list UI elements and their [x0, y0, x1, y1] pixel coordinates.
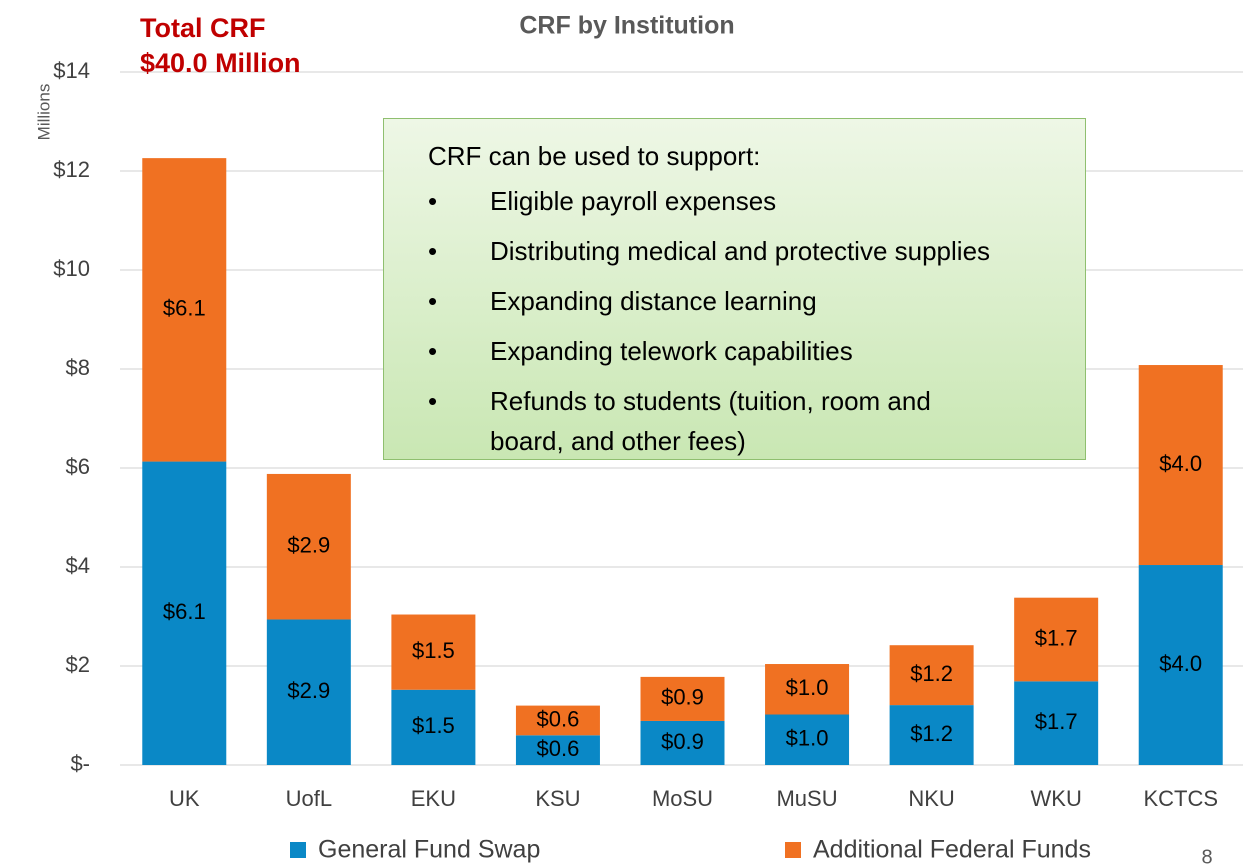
data-label: $2.9	[287, 678, 330, 703]
data-label: $6.1	[163, 296, 206, 321]
data-label: $1.2	[910, 661, 953, 686]
data-label: $0.6	[537, 736, 580, 761]
callout-item: Distributing medical and protective supp…	[428, 231, 1010, 271]
x-tick-label: WKU	[1031, 786, 1082, 811]
bar-segment	[515, 735, 600, 765]
data-label: $6.1	[163, 599, 206, 624]
y-tick-label: $-	[70, 751, 90, 776]
data-label: $1.0	[786, 675, 829, 700]
bar-segment	[765, 714, 850, 765]
data-label: $0.6	[537, 706, 580, 731]
callout-item: Eligible payroll expenses	[428, 181, 1010, 221]
callout-heading: CRF can be used to support:	[428, 141, 761, 171]
callout: CRF can be used to support: Eligible pay…	[383, 118, 1086, 460]
data-label: $1.7	[1035, 625, 1078, 650]
x-tick-label: MuSU	[776, 786, 837, 811]
bar-segment	[889, 705, 974, 765]
bar-segment	[1138, 565, 1223, 765]
headline: Total CRF	[140, 13, 265, 43]
bar-segment	[391, 614, 476, 690]
bar-segment	[266, 473, 351, 620]
y-tick-label: $10	[53, 256, 90, 281]
callout-item: Refunds to students (tuition, room and b…	[428, 381, 1010, 461]
data-label: $0.9	[661, 729, 704, 754]
data-label: $1.2	[910, 721, 953, 746]
x-tick-label: MoSU	[652, 786, 713, 811]
headline: $40.0 Million	[140, 48, 301, 78]
y-tick-label: $2	[66, 652, 90, 677]
bar-segment	[765, 664, 850, 715]
bar-segment	[142, 158, 227, 462]
legend-label: General Fund Swap	[318, 836, 540, 864]
data-label: $1.0	[786, 726, 829, 751]
page-number: 8	[1201, 846, 1212, 868]
bar-segment	[1014, 597, 1099, 682]
x-tick-label: UK	[169, 786, 200, 811]
legend-swatch	[785, 842, 801, 858]
bar-segment	[1014, 681, 1099, 765]
data-label: $0.9	[661, 685, 704, 710]
y-tick-label: $14	[53, 58, 90, 83]
bar-segment	[889, 645, 974, 706]
bar-segment	[515, 705, 600, 736]
x-tick-label: KCTCS	[1143, 786, 1218, 811]
x-tick-label: KSU	[535, 786, 580, 811]
bar-segment	[142, 461, 227, 765]
bar-segment	[640, 720, 725, 765]
data-label: $4.0	[1159, 651, 1202, 676]
x-tick-label: UofL	[286, 786, 332, 811]
bar-segment	[266, 619, 351, 765]
y-tick-label: $8	[66, 355, 90, 380]
plot: $- $2 $4 $6 $8 $10 $12 $14 UK $6.1 $6.1 UofL $2.9 $2.…	[53, 58, 1243, 864]
data-label: $1.5	[412, 638, 455, 663]
bar-segment	[640, 676, 725, 721]
x-tick-label: EKU	[411, 786, 456, 811]
bar-segment	[1138, 365, 1223, 566]
callout-item: Expanding distance learning	[428, 281, 1010, 321]
chart-title: CRF by Institution	[519, 12, 734, 40]
data-label: $2.9	[287, 533, 330, 558]
y-tick-label: $4	[66, 553, 90, 578]
data-label: $1.5	[412, 713, 455, 738]
y-axis-label: Millions	[34, 84, 53, 141]
x-tick-label: NKU	[908, 786, 954, 811]
legend-swatch	[290, 842, 306, 858]
callout-list: Eligible payroll expenses Distributing me…	[428, 181, 1065, 461]
data-label: $4.0	[1159, 451, 1202, 476]
y-tick-label: $12	[53, 157, 90, 182]
bar-segment	[391, 689, 476, 765]
legend-label: Additional Federal Funds	[813, 836, 1091, 864]
y-tick-label: $6	[66, 454, 90, 479]
data-label: $1.7	[1035, 709, 1078, 734]
callout-item: Expanding telework capabilities	[428, 331, 1010, 371]
